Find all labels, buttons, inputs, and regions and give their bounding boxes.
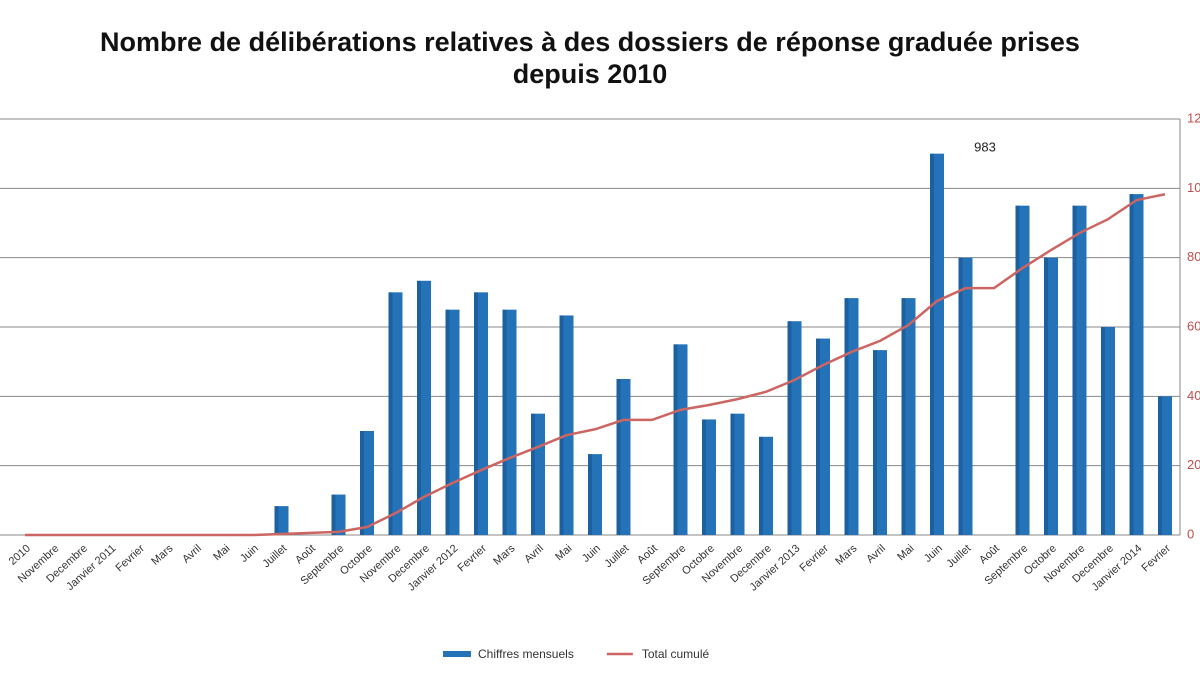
bar [673,344,688,535]
bar-shade [1015,205,1020,535]
bar [445,309,460,535]
bar [702,419,716,535]
x-tick-label: Juin [922,542,945,564]
x-tick-label: Janvier 2012 [406,542,461,593]
bar-shade [730,413,735,535]
y2-tick-label: 1000 [1187,180,1200,195]
bar-shade [901,298,906,535]
chart-title: Nombre de délibérations relatives à des … [100,27,1080,89]
bar [1044,257,1058,535]
bar [1072,205,1087,535]
bar-shade [388,292,393,535]
bar-shade [702,419,706,535]
x-tick-label: Avril [864,542,888,565]
x-tick-label: Fevrier [455,542,489,574]
bar [816,338,830,535]
x-tick-label: Août [293,542,318,566]
bar-shade [1101,327,1105,535]
bar-shade [873,350,877,535]
bar [417,280,431,535]
x-tick-label: Juillet [261,542,290,570]
x-tick-label: Fevrier [1139,542,1173,574]
bar-shade [1129,194,1134,535]
y2-tick-label: 1200 [1187,110,1200,125]
bar [958,257,973,535]
bar [1101,327,1115,535]
bar [759,436,773,535]
bar-shade [787,321,792,535]
x-tick-label: Juillet [603,542,632,570]
bar [1015,205,1030,535]
bar-shade [274,506,279,535]
legend-label: Total cumulé [642,647,710,661]
y2-tick-label: 400 [1187,388,1200,403]
bar-shade [445,309,450,535]
x-tick-label: Juin [580,542,603,564]
legend-label: Chiffres mensuels [478,647,574,661]
x-tick-label: Fevrier [797,542,831,574]
bar-shade [417,280,421,535]
x-tick-label: Mai [895,542,916,563]
y2-tick-label: 600 [1187,318,1200,333]
x-tick-label: Août [977,542,1002,566]
bar-shade [759,436,763,535]
bar-shade [588,454,592,535]
x-tick-label: Mars [833,542,860,568]
bar-shade [958,257,963,535]
legend-swatch [443,651,471,657]
bar [588,454,602,535]
x-tick-label: Août [635,542,660,566]
bar [502,309,517,535]
x-tick-label: Janvier 2014 [1090,542,1145,593]
bar [844,298,859,535]
x-tick-label: Janvier 2013 [748,542,803,593]
bar-shade [930,153,934,535]
bar [474,292,488,535]
bar-shade [816,338,820,535]
bar [616,379,631,535]
bar [730,413,745,535]
bar-shade [1158,396,1162,535]
bar [901,298,916,535]
bar [274,506,289,535]
x-tick-label: Avril [522,542,546,565]
y2-tick-label: 800 [1187,249,1200,264]
bar-shade [844,298,849,535]
bar [331,494,346,535]
x-tick-label: Mai [211,542,232,563]
bar [360,431,374,535]
bar-shade [331,494,336,535]
line [25,193,1166,537]
x-tick-label: Avril [180,542,204,565]
bar-shade [1044,257,1048,535]
bar-shade [360,431,364,535]
y2-tick-label: 200 [1187,457,1200,472]
bar [873,350,887,535]
bar [559,315,574,535]
bar [787,321,802,535]
bar-shade [531,413,535,535]
bar-shade [502,309,507,535]
bar [930,153,944,535]
bar [388,292,403,535]
x-tick-label: Mai [553,542,574,563]
x-tick-label: Mars [149,542,176,568]
bar-shade [559,315,564,535]
bar-shade [1072,205,1077,535]
bar [1129,194,1144,535]
y2-tick-label: 0 [1187,526,1194,541]
x-tick-label: Fevrier [113,542,147,574]
bar [1158,396,1172,535]
bar-shade [673,344,678,535]
x-tick-label: Juin [238,542,261,564]
bar [531,413,545,535]
x-tick-label: Juillet [945,542,974,570]
bar-shade [474,292,478,535]
bar-shade [616,379,621,535]
x-tick-label: Mars [491,542,518,568]
annotation: 983 [974,139,996,154]
